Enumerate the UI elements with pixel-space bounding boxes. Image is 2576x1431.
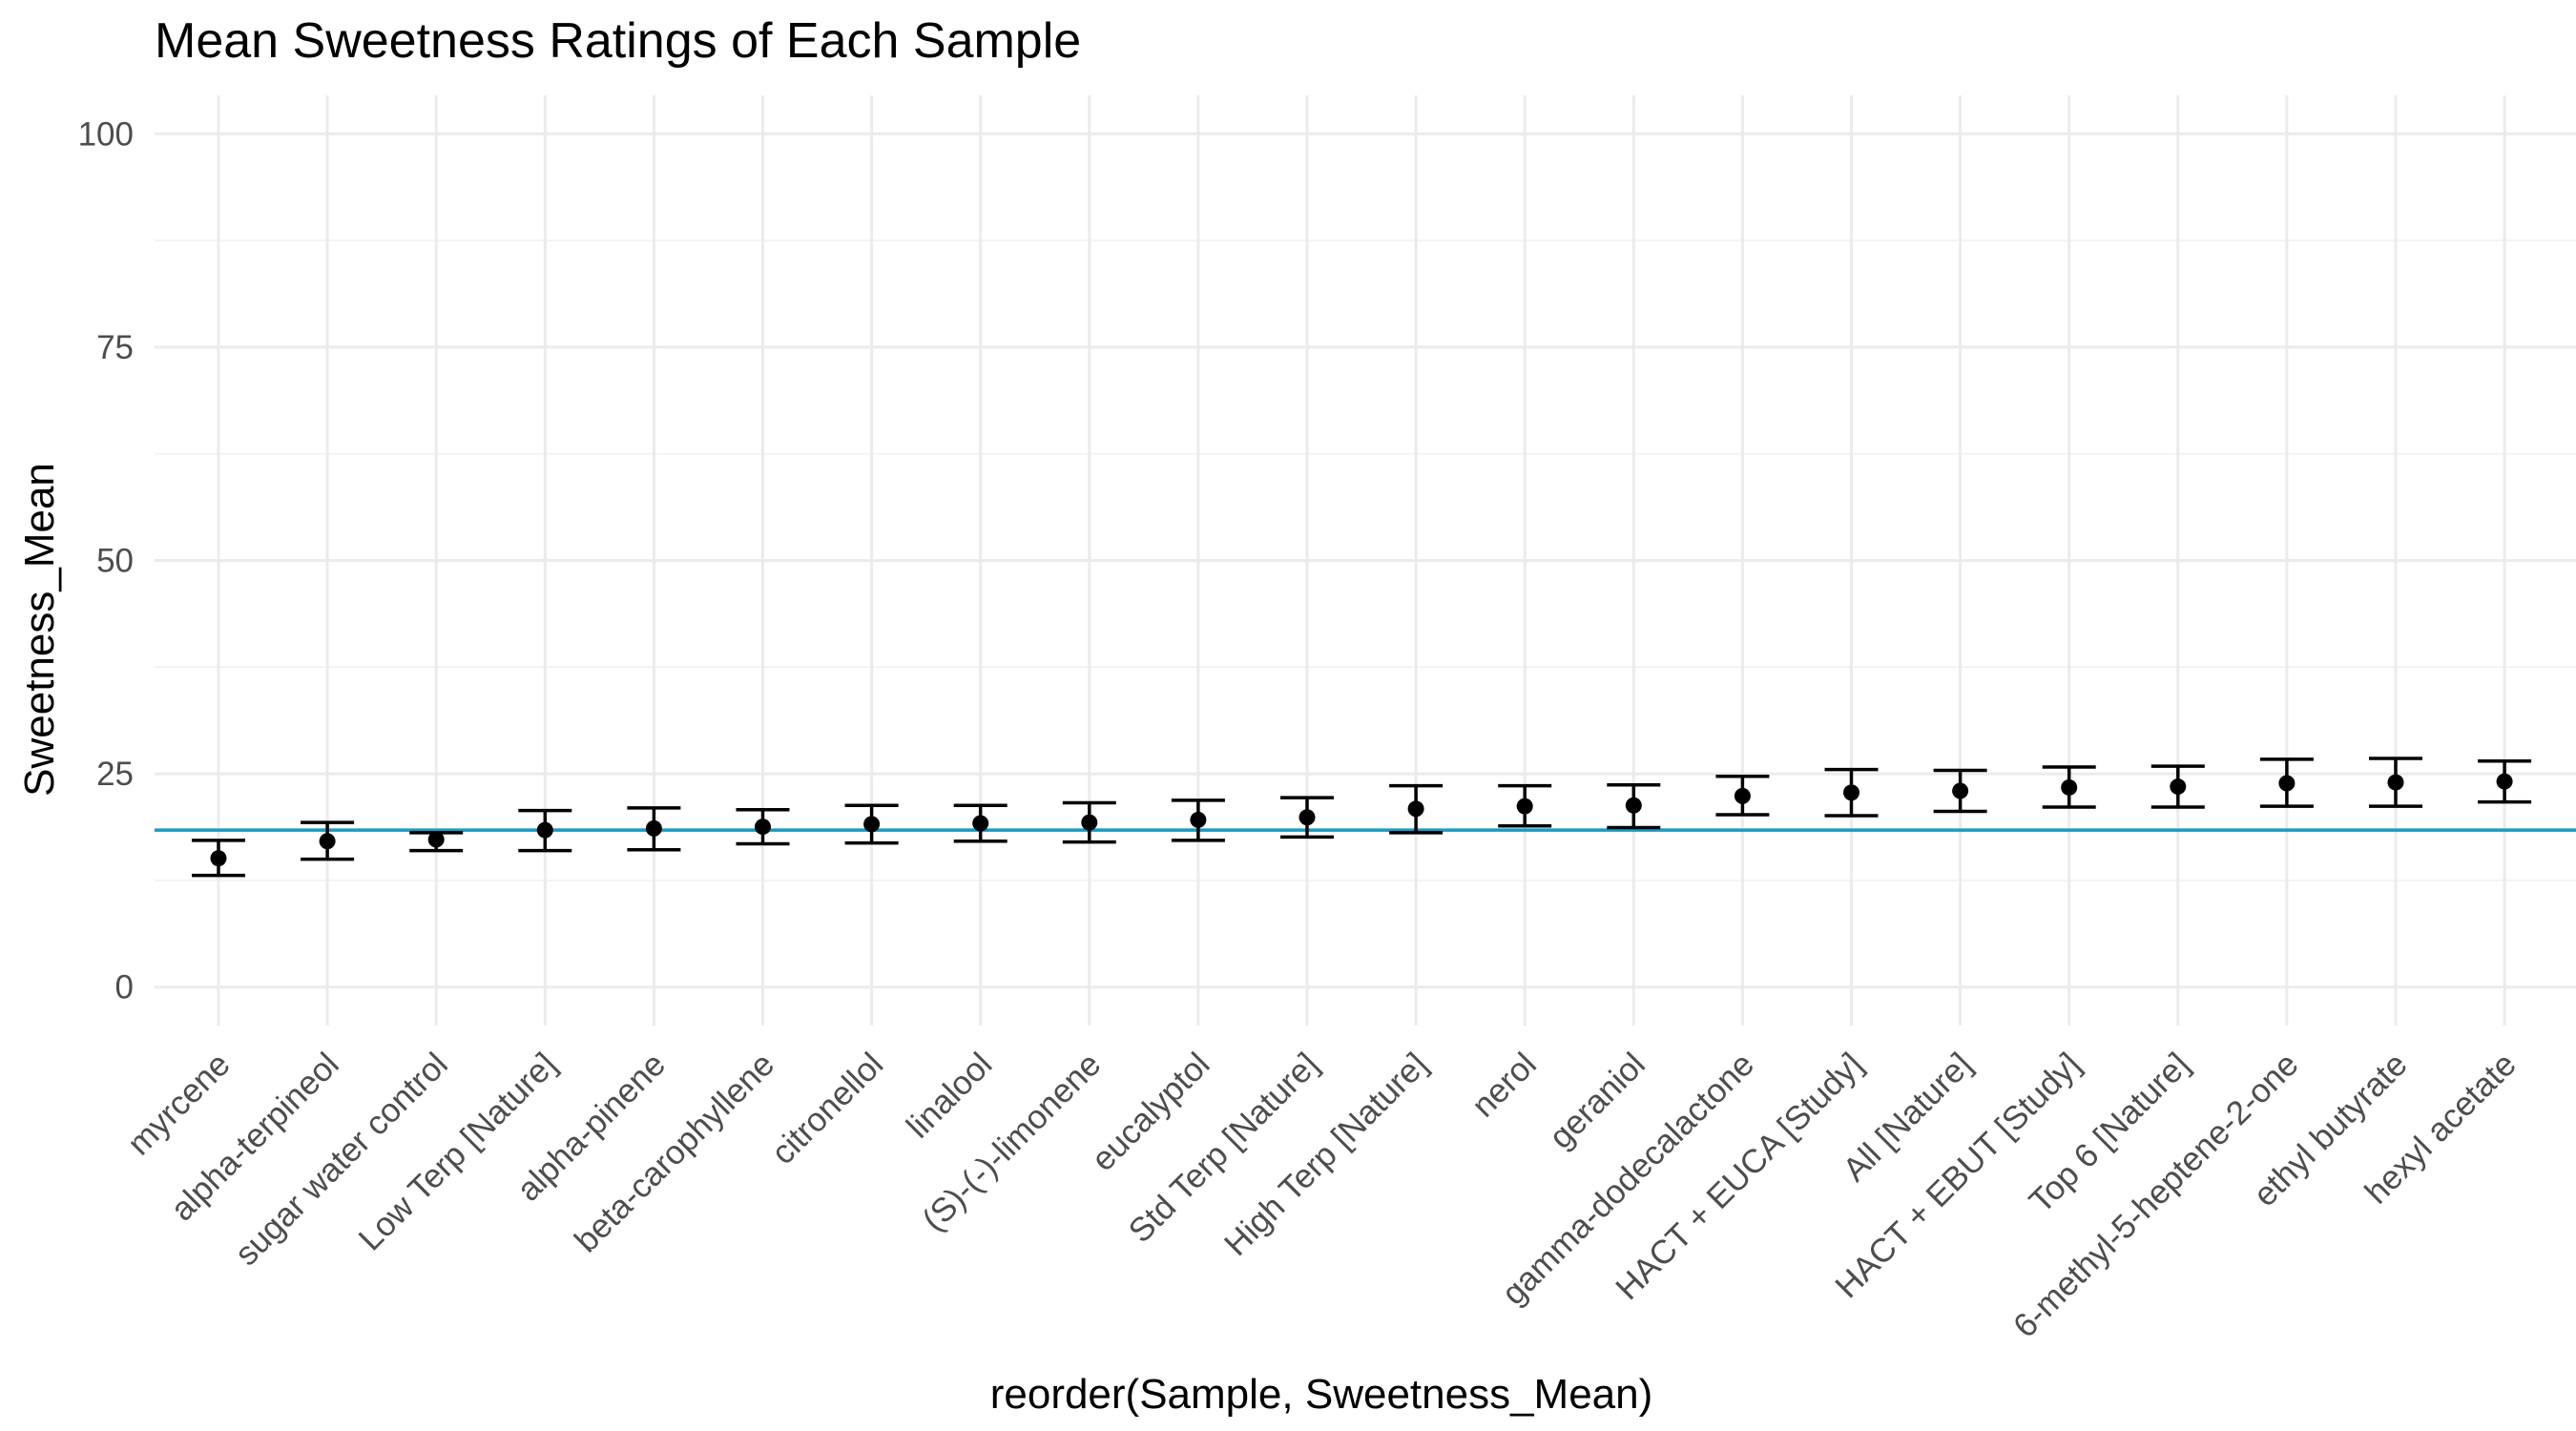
data-point bbox=[536, 821, 553, 839]
plot-grid bbox=[155, 95, 2576, 1026]
data-point bbox=[1190, 811, 1207, 828]
data-point bbox=[1298, 809, 1316, 826]
data-point bbox=[1843, 784, 1859, 801]
data-point bbox=[2170, 778, 2187, 796]
x-tick-label: nerol bbox=[1465, 1046, 1544, 1125]
x-tick-label: sugar water control bbox=[228, 1046, 455, 1273]
data-point bbox=[427, 831, 445, 848]
data-point bbox=[2061, 778, 2078, 796]
data-point bbox=[1952, 782, 1969, 799]
chart-title: Mean Sweetness Ratings of Each Sample bbox=[155, 13, 1081, 69]
data-point bbox=[2496, 773, 2513, 790]
data-points bbox=[210, 773, 2513, 867]
y-axis-ticks: 0 25 50 75 100 bbox=[78, 115, 134, 1006]
data-point bbox=[2387, 774, 2404, 791]
x-tick-label: Low Terp [Nature] bbox=[351, 1046, 563, 1257]
y-tick-label: 25 bbox=[96, 756, 134, 793]
x-tick-label: geraniol bbox=[1542, 1046, 1652, 1156]
y-tick-label: 100 bbox=[78, 115, 134, 153]
x-tick-label: linalool bbox=[900, 1046, 1000, 1146]
data-point bbox=[1407, 800, 1424, 818]
data-point bbox=[1081, 814, 1098, 831]
y-tick-label: 75 bbox=[96, 329, 134, 366]
data-point bbox=[2278, 775, 2296, 792]
data-point bbox=[863, 816, 881, 833]
y-axis-title: Sweetness_Mean bbox=[16, 463, 63, 797]
x-tick-label: beta-carophyllene bbox=[568, 1046, 781, 1259]
x-tick-label: High Terp [Nature] bbox=[1217, 1046, 1435, 1263]
data-point bbox=[319, 833, 336, 850]
x-axis-title: reorder(Sample, Sweetness_Mean) bbox=[990, 1371, 1653, 1418]
data-point bbox=[1625, 797, 1642, 814]
x-tick-label: citronellol bbox=[764, 1046, 890, 1172]
x-tick-label: Std Terp [Nature] bbox=[1121, 1046, 1325, 1250]
data-point bbox=[755, 819, 771, 836]
data-point bbox=[1734, 787, 1751, 804]
data-point bbox=[1516, 798, 1533, 815]
error-bars bbox=[192, 757, 2532, 878]
y-tick-label: 50 bbox=[96, 543, 134, 580]
data-point bbox=[645, 819, 662, 837]
data-point bbox=[210, 850, 227, 867]
y-tick-label: 0 bbox=[115, 969, 134, 1006]
data-point bbox=[972, 815, 989, 832]
